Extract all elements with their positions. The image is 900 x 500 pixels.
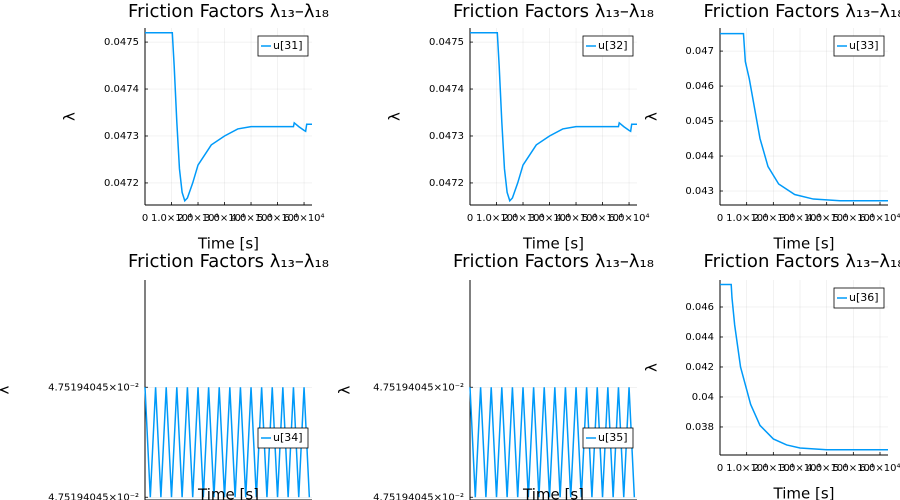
x-tick-label: 6.0×10⁴ — [859, 463, 900, 474]
subplot: 4.75194045×10⁻² 4.75194045×10⁻² Friction F… — [336, 251, 654, 500]
y-tick-label: 4.75194045×10⁻² — [373, 382, 464, 393]
subplot-title: Friction Factors λ₁₃–λ₁₈ — [128, 251, 329, 272]
legend-label: u[36] — [849, 291, 879, 304]
x-tick-label: 3.0×10⁴ — [779, 463, 820, 474]
y-axis-label: λ — [0, 385, 13, 394]
x-tick-label: 4.0×10⁴ — [556, 213, 597, 224]
x-tick-label: 1.0×10⁴ — [726, 213, 767, 224]
y-tick-label: 0.0474 — [429, 84, 464, 95]
x-axis-label: Time [s] — [197, 486, 259, 500]
x-tick-label: 1.0×10⁴ — [726, 463, 767, 474]
x-tick-label: 5.0×10⁴ — [833, 463, 874, 474]
y-axis-label: λ — [643, 363, 661, 372]
x-tick-label: 2.0×10⁴ — [753, 213, 794, 224]
x-tick-label: 1.0×10⁴ — [151, 213, 192, 224]
x-tick-label: 1.0×10⁴ — [476, 213, 517, 224]
x-tick-label: 3.0×10⁴ — [779, 213, 820, 224]
x-tick-label: 0 — [717, 463, 723, 474]
data-line — [720, 32, 888, 202]
y-tick-label: 0.0472 — [104, 178, 139, 189]
x-axis-label: Time [s] — [522, 235, 584, 253]
legend-label: u[34] — [273, 431, 303, 444]
legend-label: u[35] — [598, 431, 628, 444]
x-axis-label: Time [s] — [773, 235, 835, 253]
subplot-title: Friction Factors λ₁₃–λ₁₈ — [704, 251, 900, 272]
x-axis-label: Time [s] — [773, 485, 835, 500]
legend-box — [257, 427, 309, 449]
y-tick-label: 0.045 — [685, 116, 714, 127]
data-line — [144, 387, 311, 498]
x-tick-label: 0 — [717, 213, 723, 224]
x-tick-label: 2.0×10⁴ — [503, 213, 544, 224]
x-axis-label: Time [s] — [522, 486, 584, 500]
x-tick-label: 4.0×10⁴ — [231, 213, 272, 224]
x-tick-label: 5.0×10⁴ — [582, 213, 623, 224]
x-tick-label: 0 — [467, 213, 473, 224]
legend-box — [582, 35, 634, 57]
y-tick-label: 4.75194045×10⁻² — [48, 382, 139, 393]
x-tick-label: 4.0×10⁴ — [806, 463, 847, 474]
subplot: 4.75194045×10⁻² 4.75194045×10⁻² Friction F… — [0, 251, 329, 500]
subplot-title: Friction Factors λ₁₃–λ₁₈ — [453, 251, 654, 272]
subplot: 0.0472 0.0473 0.0474 0.0475 0 1.0×10⁴2.0×10⁴3… — [386, 1, 654, 253]
y-axis-label: λ — [643, 112, 661, 121]
x-tick-label: 6.0×10⁴ — [284, 213, 325, 224]
subplot-title: Friction Factors λ₁₃–λ₁₈ — [704, 1, 900, 22]
y-tick-label: 0.0475 — [429, 37, 464, 48]
x-tick-label: 4.0×10⁴ — [806, 213, 847, 224]
y-tick-label: 0.047 — [685, 46, 714, 57]
legend-label: u[33] — [849, 39, 879, 52]
y-tick-label: 0.0472 — [429, 178, 464, 189]
y-tick-label: 0.046 — [685, 81, 714, 92]
subplot: 0.0472 0.0473 0.0474 0.0475 0 1.0×10⁴2.0×10⁴3… — [61, 1, 329, 253]
x-tick-label: 3.0×10⁴ — [204, 213, 245, 224]
y-tick-label: 0.0473 — [429, 131, 464, 142]
legend-box — [582, 427, 634, 449]
x-tick-label: 3.0×10⁴ — [529, 213, 570, 224]
legend-box — [833, 35, 885, 57]
y-tick-label: 0.0474 — [104, 84, 139, 95]
legend-label: u[31] — [273, 39, 303, 52]
y-tick-label: 4.75194045×10⁻² — [373, 492, 464, 500]
y-tick-label: 0.046 — [685, 302, 714, 313]
x-tick-label: 0 — [142, 213, 148, 224]
y-tick-label: 0.042 — [685, 362, 714, 373]
y-tick-label: 0.0475 — [104, 37, 139, 48]
subplot-title: Friction Factors λ₁₃–λ₁₈ — [128, 1, 329, 22]
y-axis-label: λ — [386, 112, 404, 121]
legend-box — [257, 35, 309, 57]
y-tick-label: 0.044 — [685, 151, 714, 162]
y-axis-label: λ — [336, 385, 354, 394]
data-line — [145, 31, 312, 203]
y-tick-label: 0.043 — [685, 186, 714, 197]
x-tick-label: 2.0×10⁴ — [178, 213, 219, 224]
x-tick-label: 2.0×10⁴ — [753, 463, 794, 474]
y-tick-label: 0.038 — [685, 422, 714, 433]
y-tick-label: 0.0473 — [104, 131, 139, 142]
legend-box — [833, 287, 885, 309]
x-tick-label: 6.0×10⁴ — [609, 213, 650, 224]
x-tick-label: 6.0×10⁴ — [859, 213, 900, 224]
subplot-title: Friction Factors λ₁₃–λ₁₈ — [453, 1, 654, 22]
x-axis-label: Time [s] — [197, 235, 259, 253]
y-tick-label: 0.044 — [685, 332, 714, 343]
y-axis-label: λ — [61, 112, 79, 121]
legend-label: u[32] — [598, 39, 628, 52]
y-tick-label: 0.04 — [692, 392, 714, 403]
subplot: 0.038 0.04 0.042 0.044 0.046 0 1.0×10⁴2.0×10⁴3… — [643, 251, 900, 500]
data-line — [469, 387, 636, 498]
subplot: 0.043 0.044 0.045 0.046 0.047 0 1.0×10⁴2.0×10⁴… — [643, 1, 900, 253]
x-tick-label: 5.0×10⁴ — [257, 213, 298, 224]
y-tick-label: 4.75194045×10⁻² — [48, 492, 139, 500]
x-tick-label: 5.0×10⁴ — [833, 213, 874, 224]
data-line — [470, 31, 637, 203]
data-line — [720, 283, 888, 451]
